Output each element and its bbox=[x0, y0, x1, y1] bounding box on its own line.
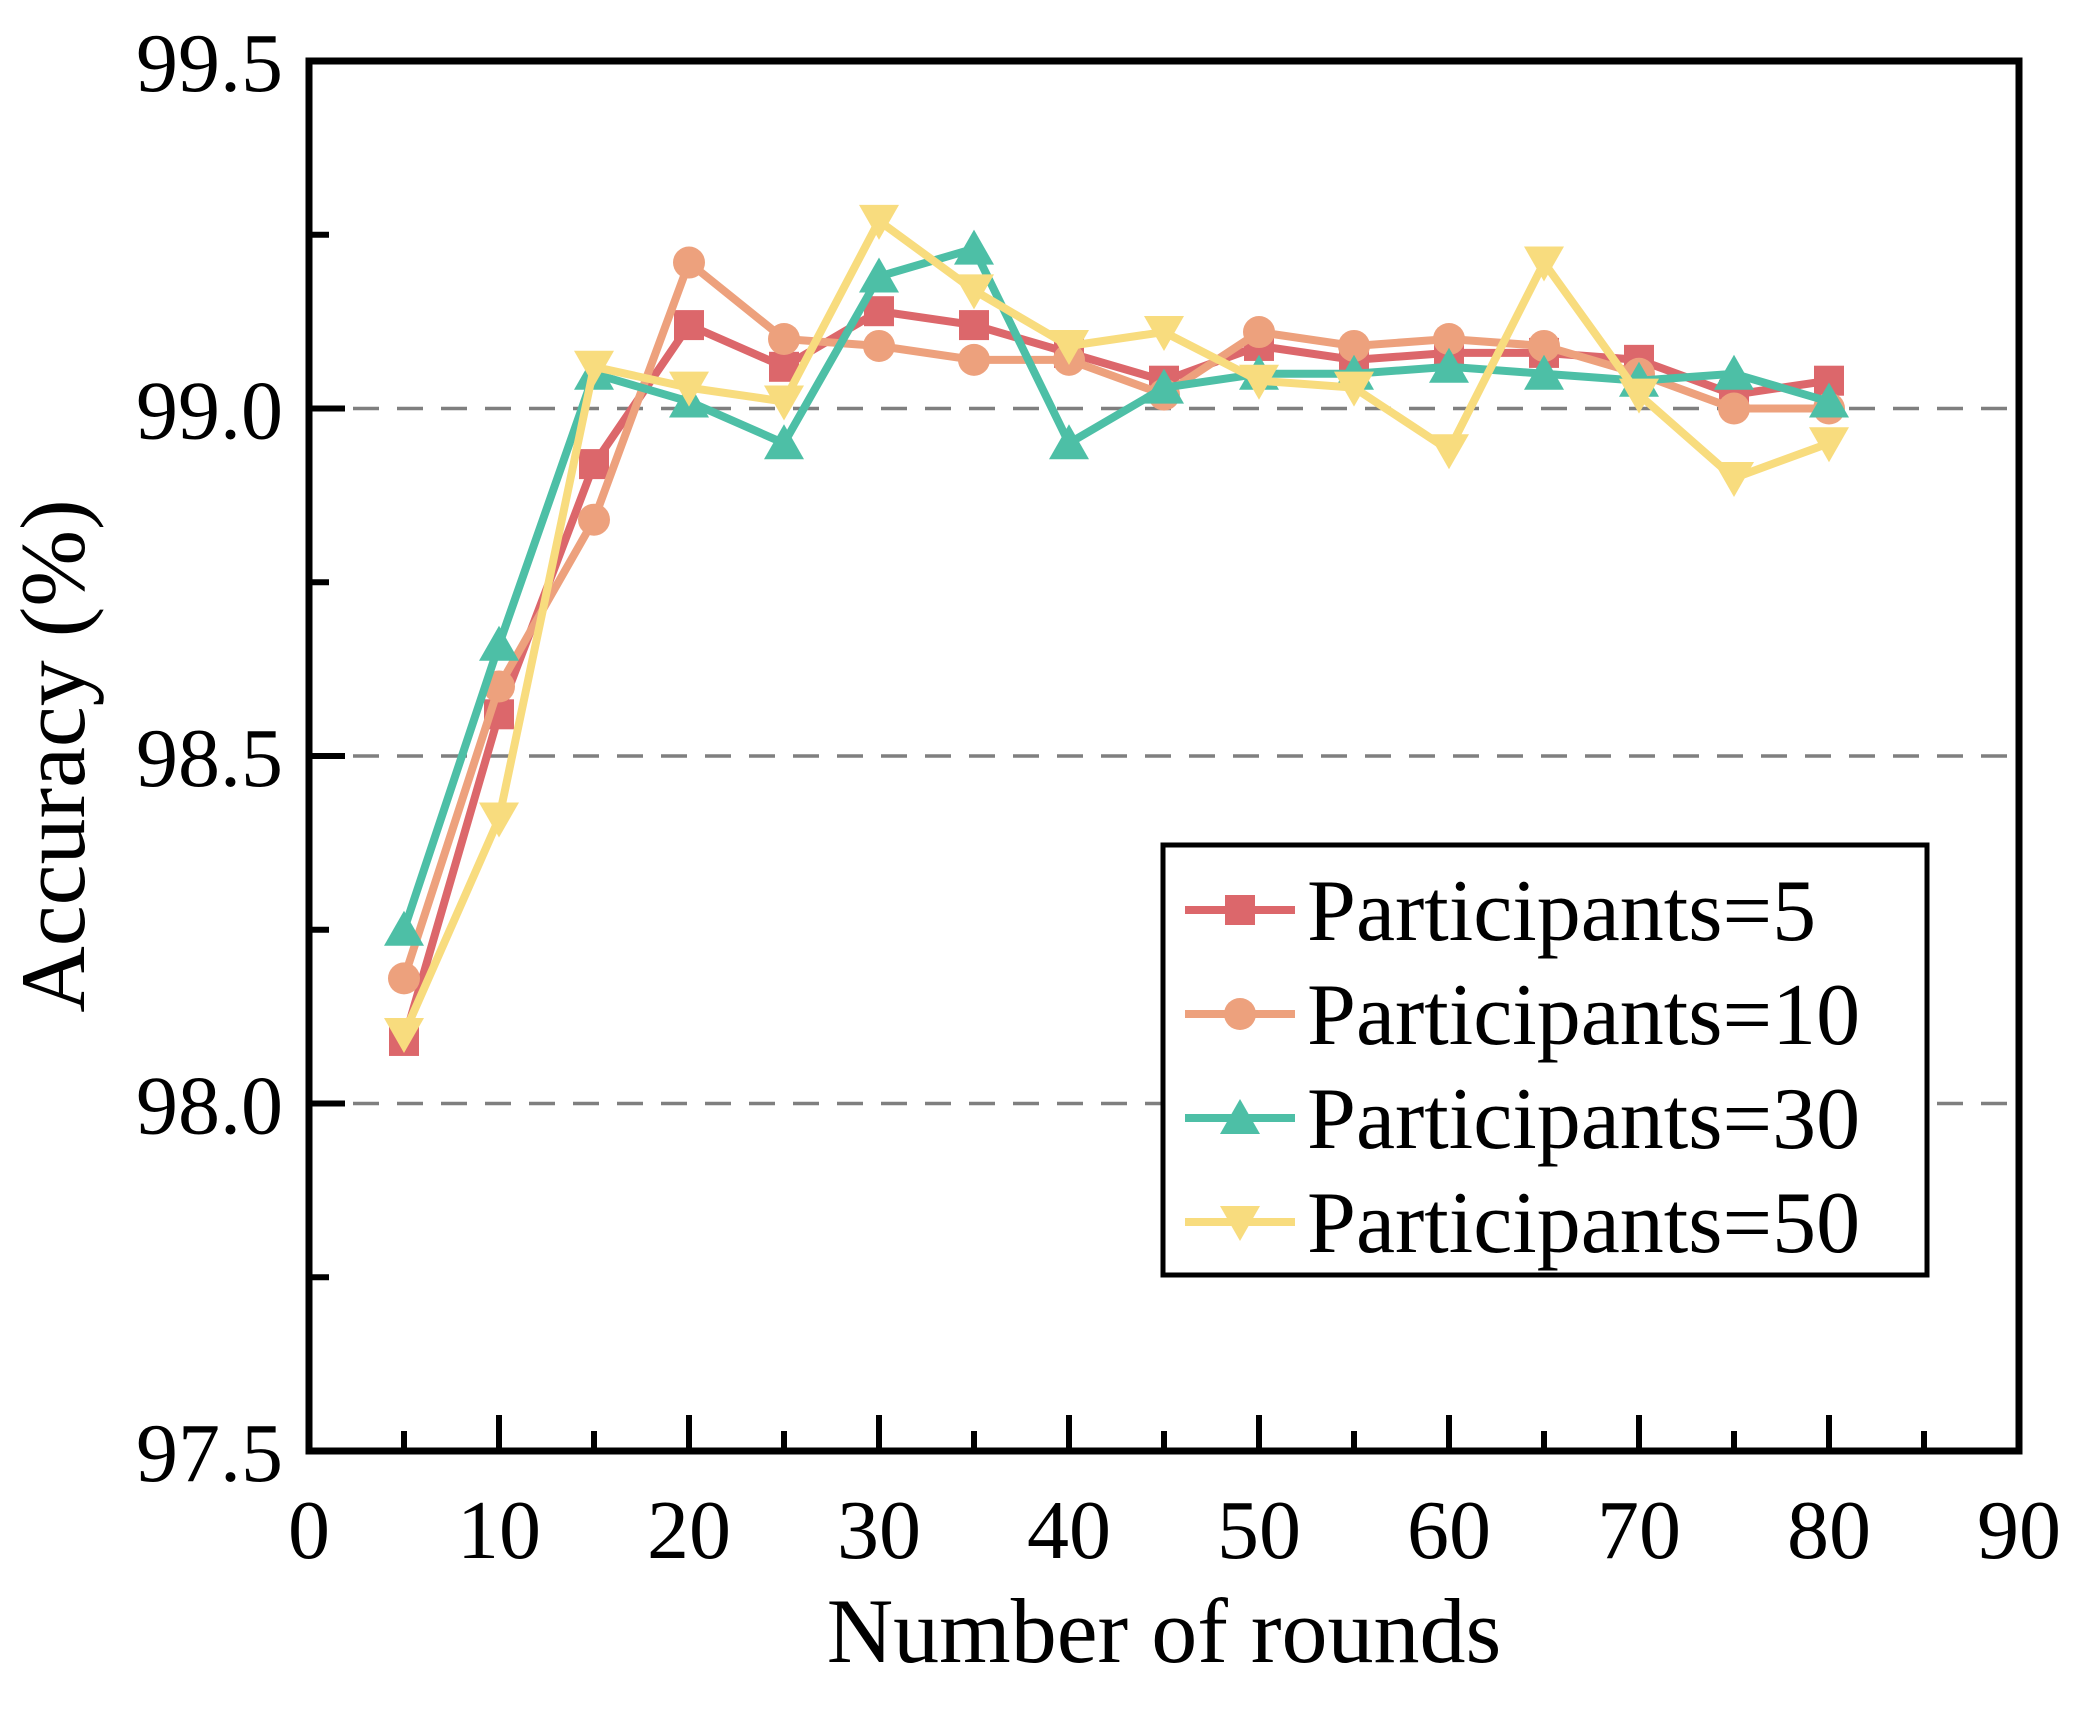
x-tick-label: 70 bbox=[1597, 1484, 1681, 1577]
legend-marker-triangle-up bbox=[1220, 1099, 1260, 1134]
data-point-marker bbox=[1144, 316, 1184, 352]
legend-item: Participants=5 bbox=[1185, 863, 1816, 960]
data-point-marker bbox=[1524, 246, 1564, 282]
data-point-marker bbox=[764, 424, 804, 460]
data-point-marker bbox=[1049, 424, 1089, 460]
series-line bbox=[400, 243, 1831, 932]
x-tick-label: 10 bbox=[457, 1484, 541, 1577]
data-point-marker bbox=[574, 350, 614, 386]
y-tick-label: 98.5 bbox=[136, 712, 283, 805]
series-line bbox=[400, 214, 1831, 1036]
data-point-marker bbox=[764, 385, 804, 421]
data-point-marker bbox=[1338, 329, 1370, 362]
series-participants-50 bbox=[384, 204, 1849, 1053]
y-axis-title: Accuracy (%) bbox=[2, 499, 104, 1012]
y-tick-label: 98.0 bbox=[136, 1060, 283, 1153]
data-point-marker bbox=[1243, 316, 1275, 349]
x-axis-title: Number of rounds bbox=[827, 1580, 1502, 1682]
data-point-marker bbox=[1809, 427, 1849, 463]
data-point-marker bbox=[959, 310, 989, 341]
legend-marker-circle bbox=[1224, 998, 1256, 1030]
data-point-marker bbox=[1524, 354, 1564, 390]
data-point-marker bbox=[1809, 382, 1849, 418]
x-tick-label: 60 bbox=[1407, 1484, 1491, 1577]
legend-box bbox=[1160, 842, 1930, 1278]
x-tick-label: 30 bbox=[837, 1484, 921, 1577]
data-point-marker bbox=[673, 246, 705, 279]
legend: Participants=5Participants=10Participant… bbox=[1160, 842, 1930, 1278]
data-point-marker bbox=[1619, 378, 1659, 414]
legend-label: Participants=10 bbox=[1307, 967, 1860, 1064]
data-point-marker bbox=[768, 323, 800, 355]
data-point-marker bbox=[954, 274, 994, 310]
legend-marker-triangle-down bbox=[1220, 1206, 1260, 1241]
data-point-marker bbox=[958, 343, 990, 376]
x-tick-label: 90 bbox=[1977, 1484, 2061, 1577]
data-point-marker bbox=[388, 962, 420, 995]
legend-label: Participants=50 bbox=[1307, 1175, 1860, 1272]
data-point-marker bbox=[954, 229, 994, 265]
x-tick-label: 40 bbox=[1027, 1484, 1111, 1577]
y-tick-label: 99.0 bbox=[136, 365, 283, 458]
legend-marker-square bbox=[1225, 895, 1255, 925]
data-point-marker bbox=[863, 329, 895, 362]
data-point-marker bbox=[1718, 392, 1750, 425]
data-point-marker bbox=[479, 802, 519, 838]
data-point-marker bbox=[1433, 323, 1465, 355]
legend-item: Participants=10 bbox=[1185, 967, 1860, 1064]
x-tick-label: 50 bbox=[1217, 1484, 1301, 1577]
data-point-marker bbox=[1334, 371, 1374, 407]
data-point-marker bbox=[578, 503, 610, 536]
data-point-marker bbox=[1239, 364, 1279, 400]
x-tick-label: 20 bbox=[647, 1484, 731, 1577]
data-point-marker bbox=[669, 371, 709, 407]
x-tick-label: 0 bbox=[288, 1484, 330, 1577]
legend-item: Participants=50 bbox=[1185, 1175, 1860, 1272]
tick-labels-layer: 0 10 20 30 40 50 60 70 80 90 99.5 99.0 98.5 98.0 97.5 bbox=[136, 17, 2061, 1577]
data-point-marker bbox=[1049, 329, 1089, 365]
data-point-marker bbox=[1429, 347, 1469, 383]
data-point-marker bbox=[479, 625, 519, 661]
data-point-marker bbox=[579, 449, 609, 480]
data-point-marker bbox=[1429, 434, 1469, 470]
data-point-marker bbox=[1714, 462, 1754, 497]
data-point-marker bbox=[1144, 368, 1184, 404]
legend-label: Participants=30 bbox=[1307, 1071, 1860, 1168]
series-layer bbox=[384, 204, 1849, 1056]
x-tick-label: 80 bbox=[1787, 1484, 1871, 1577]
ticks-layer bbox=[306, 58, 2022, 1454]
data-point-marker bbox=[1714, 354, 1754, 390]
data-point-marker bbox=[384, 910, 424, 946]
legend-item: Participants=30 bbox=[1185, 1071, 1860, 1168]
legend-label: Participants=5 bbox=[1307, 863, 1816, 960]
y-tick-label: 97.5 bbox=[136, 1407, 283, 1500]
data-point-marker bbox=[859, 204, 899, 240]
data-point-marker bbox=[859, 257, 899, 293]
data-point-marker bbox=[674, 310, 704, 341]
data-point-marker bbox=[384, 1018, 424, 1053]
data-point-marker bbox=[1528, 329, 1560, 362]
y-tick-label: 99.5 bbox=[136, 17, 283, 110]
